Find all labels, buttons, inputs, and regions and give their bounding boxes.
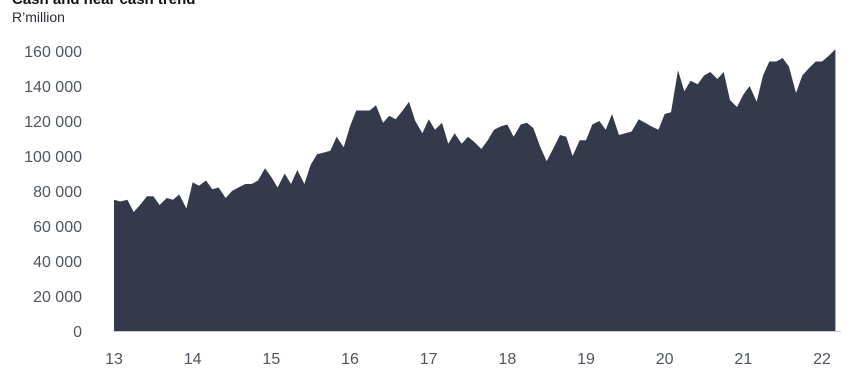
x-tick-label: 20 — [656, 351, 674, 367]
area-series-path — [114, 49, 836, 332]
x-tick-label: 17 — [420, 351, 438, 367]
y-tick-label: 140 000 — [24, 79, 82, 96]
y-tick-label: 0 — [73, 324, 82, 341]
y-tick-label: 60 000 — [33, 219, 82, 236]
chart-title: Cash and near cash trend — [12, 0, 195, 8]
y-tick-label: 160 000 — [24, 44, 82, 61]
chart-subtitle: R’million — [12, 9, 65, 25]
y-axis-ticks: 0 20 000 40 000 60 000 80 000 100 000 120 000 1… — [24, 44, 82, 341]
y-tick-label: 80 000 — [33, 184, 82, 201]
x-tick-label: 16 — [341, 351, 359, 367]
y-tick-label: 120 000 — [24, 114, 82, 131]
area-series — [114, 49, 836, 332]
x-axis-ticks: 13 14 15 16 17 18 19 20 21 22 — [105, 351, 831, 368]
x-tick-label: 14 — [184, 351, 202, 367]
x-tick-label: 15 — [262, 351, 280, 367]
y-tick-label: 40 000 — [33, 254, 82, 271]
x-tick-label: 22 — [813, 351, 831, 367]
y-tick-label: 100 000 — [24, 149, 82, 166]
x-tick-label: 13 — [105, 351, 123, 367]
y-tick-label: 20 000 — [33, 289, 82, 306]
x-tick-label: 19 — [577, 351, 595, 367]
x-tick-label: 18 — [498, 351, 516, 367]
x-tick-label: 21 — [734, 351, 752, 367]
